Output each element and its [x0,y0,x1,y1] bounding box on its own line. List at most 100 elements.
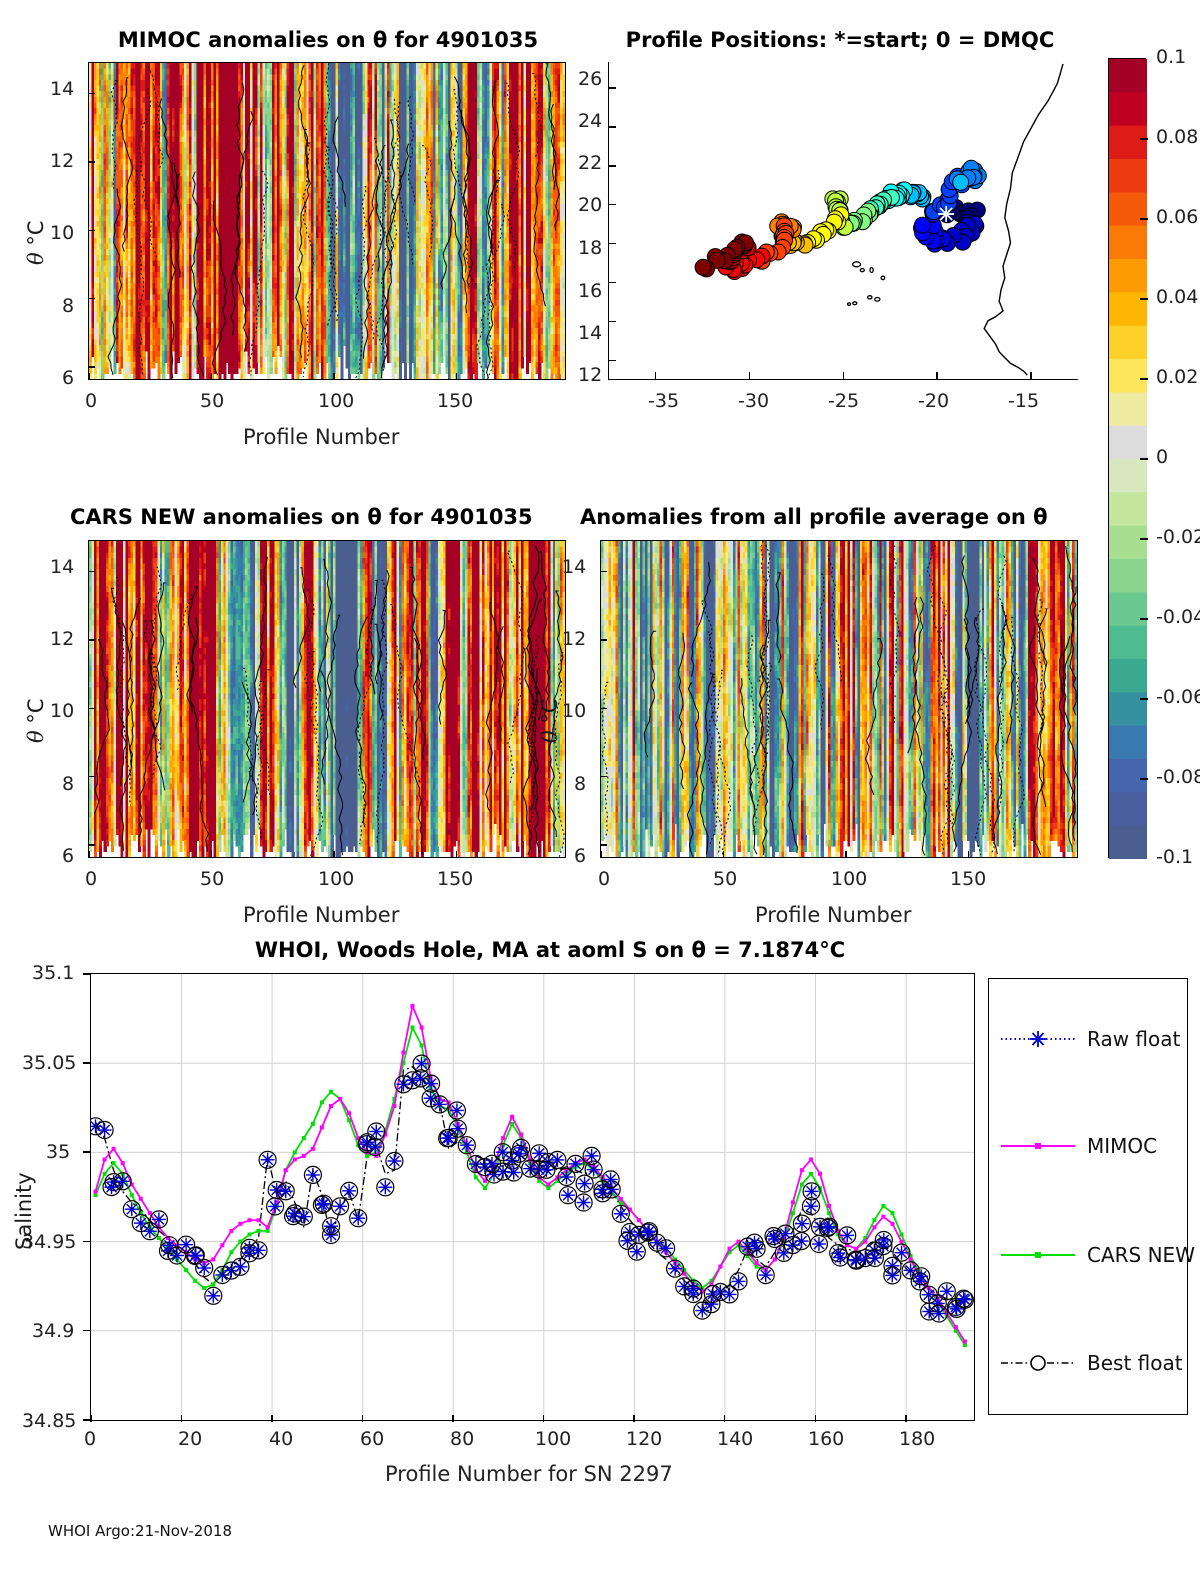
mimoc-ylabel-theta: θ [24,252,48,265]
legend-swatch-raw-float [1001,1031,1075,1047]
colorbar-tickmark-2 [1140,218,1148,220]
anom-xtickmark [722,851,725,858]
allp-xtick-150: 150 [950,868,986,890]
anom-ytickmark [88,366,95,368]
cars-ytick-6: 6 [62,845,74,867]
anom-ytickmark [600,707,607,710]
legend-label-mimoc: MIMOC [1087,1134,1157,1158]
colorbar-tick-1: 0.08 [1156,126,1198,148]
mimoc-ytick-12: 12 [50,150,74,172]
cars-ylabel: θ °C [24,699,48,744]
sal-xtickmark [814,1415,816,1422]
sal-ytick-35: 35 [46,1141,70,1163]
map-xtick--20: -20 [918,390,949,412]
sal-xtick-180: 180 [899,1428,935,1450]
map-xtickmark [748,372,751,380]
sal-ytickmark [83,1240,90,1243]
salinity-legend: Raw float MIMOC CARS NEW Best float [988,978,1195,1415]
legend-item-cars-new[interactable]: CARS NEW [999,1243,1195,1267]
anom-ytickmark [88,297,95,300]
legend-item-best-float[interactable]: Best float [999,1351,1183,1375]
mimoc-ylabel: θ °C [24,221,48,266]
sal-xtick-140: 140 [717,1428,753,1450]
allp-ytick-6: 6 [574,845,586,867]
sal-xtickmark [271,1415,273,1422]
sal-ytick-349: 34.9 [32,1320,74,1342]
sal-xtick-60: 60 [360,1428,384,1450]
mimoc-xtick-0: 0 [85,390,97,412]
allp-xtick-0: 0 [598,868,610,890]
mimoc-xlabel: Profile Number [243,425,399,449]
positions-title: Profile Positions: *=start; 0 = DMQC [590,28,1090,52]
cars-xtick-50: 50 [200,868,224,890]
anom-xtickmark [455,851,458,858]
legend-label-best-float: Best float [1087,1351,1183,1375]
legend-label-raw-float: Raw float [1087,1027,1180,1051]
colorbar-tick-0: 0.1 [1156,46,1186,68]
allp-ylabel-theta: θ [538,730,562,743]
anom-ytickmark [88,161,95,163]
legend-item-mimoc[interactable]: MIMOC [999,1134,1157,1158]
colorbar-tick-4: 0.02 [1156,366,1198,388]
map-xtickmark [654,372,657,380]
mimoc-ytick-14: 14 [50,78,74,100]
mimoc-ylabel-unit: °C [24,221,48,253]
anom-xtickmark [967,851,970,858]
map-ytickmark-14 [608,320,616,323]
sal-xtickmark [633,1415,635,1422]
anom-xtickmark [845,851,847,858]
anom-ytickmark [600,639,607,641]
sal-xtickmark [180,1415,183,1422]
sal-xtick-20: 20 [178,1428,202,1450]
anom-ytickmark [88,229,95,232]
cars-ytick-8: 8 [62,773,74,795]
salinity-title: WHOI, Woods Hole, MA at aoml S on θ = 7.… [150,938,950,962]
sal-ytick-351: 35.1 [32,962,74,984]
mimoc-ytick-6: 6 [62,367,74,389]
mimoc-title: MIMOC anomalies on θ for 4901035 [78,28,578,52]
map-xtick--30: -30 [738,390,769,412]
mimoc-ytick-10: 10 [50,222,74,244]
colorbar-tickmark-5 [1140,458,1148,460]
sal-xtick-160: 160 [808,1428,844,1450]
anom-ytickmark [88,707,95,710]
sal-ylabel: Salinity [12,1172,36,1250]
legend-label-cars-new: CARS NEW [1087,1243,1195,1267]
map-ytickmark-12 [608,359,616,362]
anom-xtickmark [333,851,335,858]
map-xtickmark [842,372,844,380]
map-xtick--35: -35 [648,390,679,412]
legend-item-raw-float[interactable]: Raw float [999,1027,1180,1051]
sal-ytickmark [83,973,90,975]
sal-xtickmark [723,1415,726,1422]
sal-xtickmark [90,1415,92,1422]
cars-title: CARS NEW anomalies on θ for 4901035 [70,505,580,529]
anom-ytickmark [88,775,95,778]
mimoc-xtick-100: 100 [318,390,354,412]
sal-ytick-3485: 34.85 [22,1410,76,1432]
sal-xtick-120: 120 [626,1428,662,1450]
anom-ytickmark [88,92,95,95]
allp-ylabel: θ °C [538,699,562,744]
map-xtick--25: -25 [828,390,859,412]
anom-ytickmark [600,775,607,778]
map-ytickmark-16 [608,281,616,284]
map-ytick-26: 26 [578,68,602,90]
map-ytickmark-26 [608,87,616,89]
sal-xtick-40: 40 [269,1428,293,1450]
colorbar-tick-6: -0.02 [1156,526,1200,548]
allp-ylabel-unit: °C [538,699,562,731]
map-xtick--15: -15 [1008,390,1039,412]
anom-ytickmark [88,570,95,573]
allp-xlabel: Profile Number [755,903,911,927]
map-ytick-16: 16 [578,280,602,302]
anom-xtickmark [600,851,602,858]
allp-ytick-8: 8 [574,773,586,795]
allp-ytick-14: 14 [562,556,586,578]
colorbar-tickmark-9 [1140,778,1148,780]
positions-plot-area [608,62,1078,380]
sal-ytickmark [83,1151,90,1153]
map-ytickmark-22 [608,165,616,167]
cars-xtick-100: 100 [318,868,354,890]
anom-ytickmark [600,844,607,846]
